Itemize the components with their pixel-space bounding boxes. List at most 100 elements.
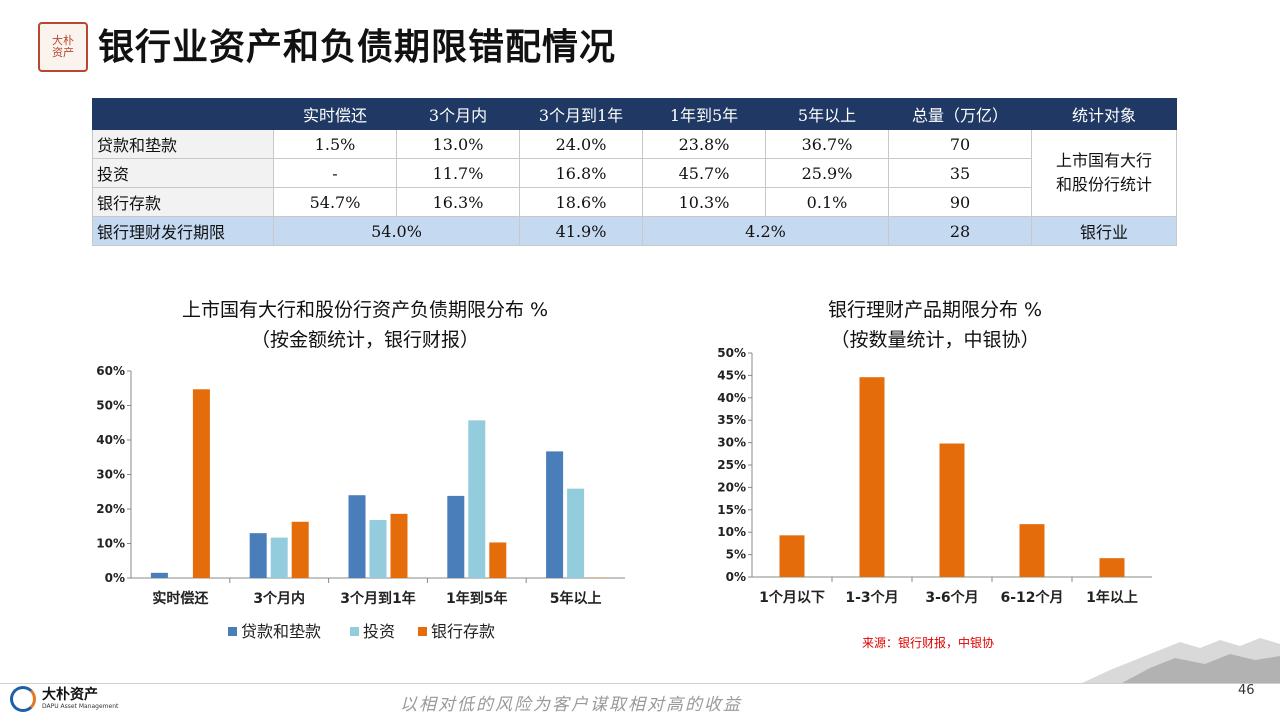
table-cell: 35 <box>888 158 1032 188</box>
table-cell: 16.3% <box>396 187 520 217</box>
table-cell: 45.7% <box>642 158 766 188</box>
table-cell: 36.7% <box>765 129 889 159</box>
table-cell: 0.1% <box>765 187 889 217</box>
table-row: 贷款和垫款 1.5% 13.0% 24.0% 23.8% 36.7% 70 上市… <box>92 129 1177 217</box>
logo-english: DAPU Asset Management <box>42 703 119 710</box>
header-cell: 1年到5年 <box>642 98 766 130</box>
ink-mountain-decoration <box>1080 638 1280 684</box>
table-cell: 28 <box>888 216 1032 246</box>
x-tick-label: 5年以上 <box>550 590 602 607</box>
bar <box>348 495 366 578</box>
footer-divider <box>0 683 1280 684</box>
y-tick-label: 20% <box>96 502 125 516</box>
chart2-subtitle: （按数量统计，中银协） <box>830 329 1040 351</box>
bar <box>1099 558 1125 577</box>
table-cell: 41.9% <box>519 216 643 246</box>
table-cell: 70 <box>888 129 1032 159</box>
header-cell: 3个月到1年 <box>519 98 643 130</box>
y-tick-label: 45% <box>717 368 746 382</box>
header-cell: 统计对象 <box>1031 98 1177 130</box>
bar <box>546 451 564 578</box>
source-note: 来源：银行财报，中银协 <box>862 636 995 650</box>
table-row-highlight: 银行理财发行期限 54.0% 41.9% 4.2% 28 银行业 <box>92 216 1177 246</box>
y-tick-label: 20% <box>717 480 746 494</box>
logo-name: 大朴资产 <box>42 687 98 703</box>
y-tick-label: 60% <box>96 364 125 378</box>
legend-label: 贷款和垫款 <box>241 622 321 641</box>
bar <box>1019 524 1045 577</box>
x-tick-label: 3个月内 <box>253 590 305 607</box>
table-cell: 银行业 <box>1031 216 1177 246</box>
header-cell: 总量（万亿） <box>888 98 1032 130</box>
table-cell: 1.5% <box>273 129 397 159</box>
page-title: 银行业资产和负债期限错配情况 <box>98 27 617 68</box>
table-cell: 4.2% <box>642 216 889 246</box>
y-tick-label: 0% <box>105 571 125 585</box>
company-logo: 大朴资产 DAPU Asset Management <box>10 686 118 712</box>
bar <box>390 513 408 578</box>
y-tick-label: 10% <box>717 525 746 539</box>
y-tick-label: 35% <box>717 413 746 427</box>
bar <box>939 443 965 577</box>
table-cell: 11.7% <box>396 158 520 188</box>
y-tick-label: 50% <box>96 399 125 413</box>
y-tick-label: 25% <box>717 458 746 472</box>
y-tick-label: 40% <box>717 391 746 405</box>
bar <box>567 488 585 578</box>
legend-label: 投资 <box>363 622 395 641</box>
page-number: 46 <box>1238 683 1255 698</box>
table-cell: 25.9% <box>765 158 889 188</box>
x-tick-label: 1年以上 <box>1086 589 1138 606</box>
row-label: 银行存款 <box>92 187 274 217</box>
table-row: 银行存款 54.7% 16.3% 18.6% 10.3% 0.1% 90 <box>92 187 1177 217</box>
row-label: 银行理财发行期限 <box>92 216 274 246</box>
bar <box>447 495 465 578</box>
bar <box>270 537 288 578</box>
bar <box>468 420 486 578</box>
bar <box>291 521 309 578</box>
table-cell: 13.0% <box>396 129 520 159</box>
bar <box>369 520 387 578</box>
x-tick-label: 6-12个月 <box>1000 589 1063 606</box>
bar <box>859 377 885 577</box>
legend-swatch <box>228 627 237 636</box>
header-cell <box>92 98 274 130</box>
y-tick-label: 30% <box>717 436 746 450</box>
y-tick-label: 15% <box>717 503 746 517</box>
header-cell: 5年以上 <box>765 98 889 130</box>
row-label: 贷款和垫款 <box>92 129 274 159</box>
slogan: 以相对低的风险为客户谋取相对高的收益 <box>400 695 742 715</box>
chart1-title: 上市国有大行和股份行资产负债期限分布 % <box>181 299 549 321</box>
table-cell: 54.7% <box>273 187 397 217</box>
y-tick-label: 40% <box>96 433 125 447</box>
x-tick-label: 1年到5年 <box>446 590 507 607</box>
chart2-title: 银行理财产品期限分布 % <box>827 299 1043 321</box>
legend-label: 银行存款 <box>431 622 495 641</box>
chart1-title-block: 上市国有大行和股份行资产负债期限分布 % （按金额统计，银行财报） <box>120 295 610 355</box>
x-tick-label: 1个月以下 <box>759 589 825 606</box>
row-label: 投资 <box>92 158 274 188</box>
chart2-title-block: 银行理财产品期限分布 % （按数量统计，中银协） <box>770 295 1100 355</box>
merged-object-cell: 上市国有大行和股份行统计 <box>1031 129 1177 217</box>
y-tick-label: 10% <box>96 537 125 551</box>
x-tick-label: 1-3个月 <box>845 589 898 606</box>
legend-swatch <box>418 627 427 636</box>
y-tick-label: 30% <box>96 468 125 482</box>
y-tick-label: 0% <box>726 570 746 584</box>
bar <box>489 542 507 578</box>
company-seal: 大朴 资产 <box>38 22 88 72</box>
maturity-table: 实时偿还 3个月内 3个月到1年 1年到5年 5年以上 总量（万亿） 统计对象 … <box>92 98 1177 246</box>
table-header-row: 实时偿还 3个月内 3个月到1年 1年到5年 5年以上 总量（万亿） 统计对象 <box>92 98 1177 130</box>
table-cell: 54.0% <box>273 216 520 246</box>
x-tick-label: 3-6个月 <box>925 589 978 606</box>
bar <box>150 572 168 578</box>
table-cell: 90 <box>888 187 1032 217</box>
x-tick-label: 实时偿还 <box>152 590 209 607</box>
y-tick-label: 50% <box>717 346 746 360</box>
legend-swatch <box>350 627 359 636</box>
y-tick-label: 5% <box>726 548 746 562</box>
bar <box>192 389 210 578</box>
header-cell: 3个月内 <box>396 98 520 130</box>
logo-icon <box>10 686 36 712</box>
